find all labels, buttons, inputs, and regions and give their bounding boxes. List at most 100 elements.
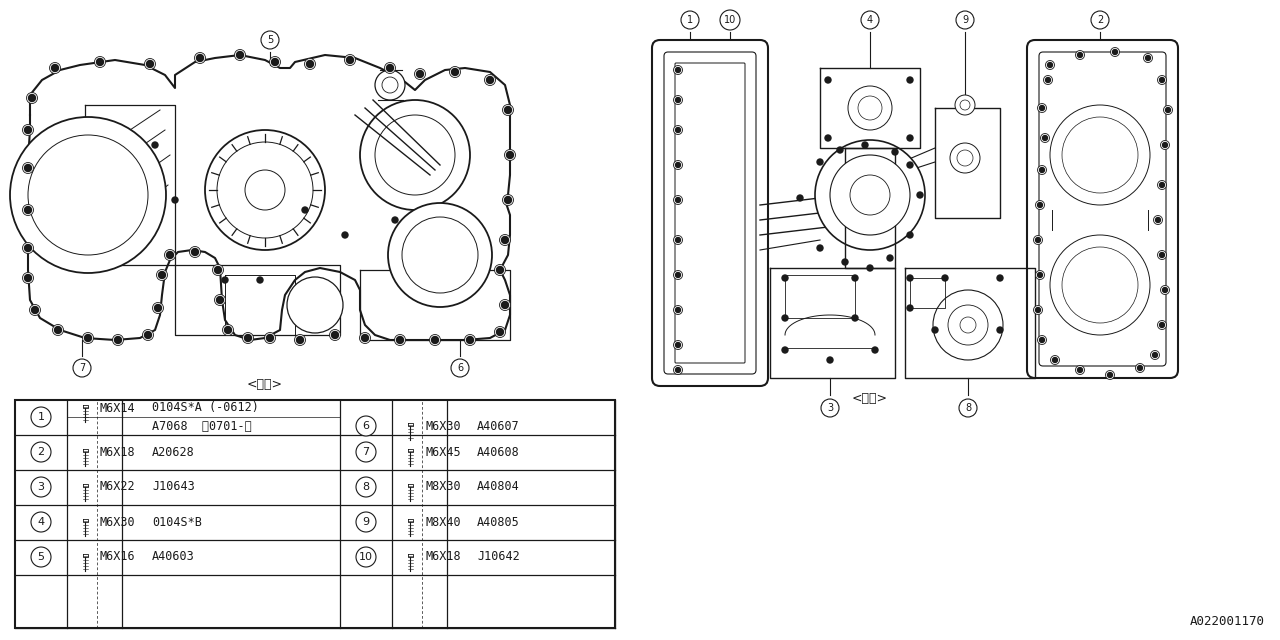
Circle shape: [73, 359, 91, 377]
Circle shape: [507, 152, 513, 159]
Text: A40607: A40607: [477, 419, 520, 433]
Circle shape: [384, 63, 396, 74]
Circle shape: [189, 246, 201, 257]
Circle shape: [28, 135, 148, 255]
Text: 2: 2: [1097, 15, 1103, 25]
Circle shape: [1050, 105, 1149, 205]
Text: M8X40: M8X40: [425, 515, 461, 529]
Circle shape: [1033, 305, 1042, 314]
Circle shape: [817, 245, 823, 251]
Circle shape: [113, 335, 123, 346]
Circle shape: [360, 100, 470, 210]
Circle shape: [1138, 365, 1143, 371]
Circle shape: [956, 11, 974, 29]
Text: 8: 8: [362, 482, 370, 492]
Circle shape: [32, 307, 38, 314]
Circle shape: [332, 332, 338, 339]
Circle shape: [673, 365, 682, 374]
Circle shape: [1162, 287, 1167, 292]
Circle shape: [502, 237, 508, 243]
Circle shape: [719, 10, 740, 30]
Text: 3: 3: [827, 403, 833, 413]
Circle shape: [192, 248, 198, 255]
Circle shape: [1160, 182, 1165, 188]
Circle shape: [146, 61, 154, 67]
Circle shape: [1162, 143, 1167, 147]
Circle shape: [1156, 218, 1161, 223]
Circle shape: [960, 100, 970, 110]
Circle shape: [502, 301, 508, 308]
Circle shape: [381, 77, 398, 93]
Circle shape: [165, 250, 175, 260]
Circle shape: [24, 127, 32, 134]
Circle shape: [673, 340, 682, 349]
Circle shape: [1160, 253, 1165, 257]
Circle shape: [908, 162, 913, 168]
Circle shape: [673, 125, 682, 134]
Text: 1: 1: [37, 412, 45, 422]
Circle shape: [1036, 271, 1044, 280]
Circle shape: [270, 56, 280, 67]
Circle shape: [82, 333, 93, 344]
Text: M6X18: M6X18: [100, 445, 136, 458]
Circle shape: [1038, 202, 1042, 207]
Circle shape: [908, 305, 913, 311]
Circle shape: [23, 243, 33, 253]
Circle shape: [415, 68, 425, 79]
Circle shape: [244, 170, 285, 210]
Circle shape: [499, 300, 511, 310]
Circle shape: [852, 315, 858, 321]
Circle shape: [23, 163, 33, 173]
Circle shape: [1041, 134, 1050, 143]
Text: <内側>: <内側>: [852, 392, 888, 404]
Circle shape: [676, 97, 681, 102]
Circle shape: [375, 70, 404, 100]
Circle shape: [872, 347, 878, 353]
Circle shape: [1042, 136, 1047, 141]
FancyBboxPatch shape: [664, 52, 756, 374]
Circle shape: [205, 130, 325, 250]
Circle shape: [676, 198, 681, 202]
Circle shape: [402, 217, 477, 293]
Circle shape: [24, 207, 32, 214]
Circle shape: [24, 244, 32, 252]
Circle shape: [842, 259, 849, 265]
Circle shape: [861, 11, 879, 29]
Text: 7: 7: [362, 447, 370, 457]
Circle shape: [916, 192, 923, 198]
Circle shape: [1160, 77, 1165, 83]
Circle shape: [1107, 372, 1112, 378]
Circle shape: [172, 197, 178, 203]
Circle shape: [1111, 47, 1120, 56]
Circle shape: [387, 65, 393, 72]
Text: M6X22: M6X22: [100, 481, 136, 493]
Circle shape: [497, 328, 503, 335]
Circle shape: [497, 266, 503, 273]
Circle shape: [31, 547, 51, 567]
Circle shape: [271, 58, 279, 65]
Circle shape: [218, 142, 314, 238]
Text: 8: 8: [965, 403, 972, 413]
Circle shape: [1151, 351, 1160, 360]
Circle shape: [782, 275, 788, 281]
Circle shape: [673, 236, 682, 244]
Circle shape: [504, 106, 512, 113]
Circle shape: [997, 327, 1004, 333]
Text: A40804: A40804: [477, 481, 520, 493]
Text: M6X18: M6X18: [425, 550, 461, 563]
Circle shape: [817, 159, 823, 165]
Text: A40805: A40805: [477, 515, 520, 529]
Circle shape: [356, 512, 376, 532]
Circle shape: [1036, 237, 1041, 243]
Circle shape: [242, 333, 253, 344]
Circle shape: [673, 65, 682, 74]
Circle shape: [31, 442, 51, 462]
Circle shape: [782, 315, 788, 321]
Circle shape: [1157, 76, 1166, 84]
Circle shape: [504, 150, 516, 161]
Circle shape: [28, 95, 36, 102]
Circle shape: [908, 232, 913, 238]
Circle shape: [360, 333, 370, 344]
Circle shape: [287, 277, 343, 333]
Circle shape: [1146, 56, 1151, 61]
